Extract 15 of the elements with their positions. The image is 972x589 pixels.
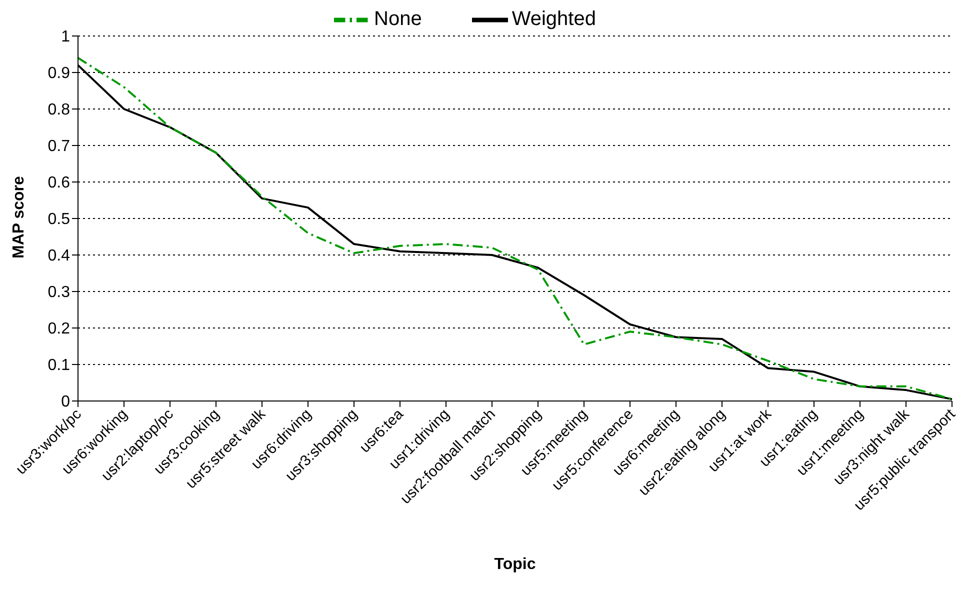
- y-tick-label: 0.9: [48, 65, 70, 82]
- y-tick-label: 0.8: [48, 102, 70, 119]
- x-axis-title: Topic: [494, 556, 536, 573]
- y-tick-label: 0.1: [48, 357, 70, 374]
- y-tick-label: 0.6: [48, 174, 70, 192]
- y-tick-label: 0.4: [48, 248, 70, 265]
- y-tick-label: 0: [61, 394, 70, 411]
- y-axis-title: MAP score: [10, 176, 28, 258]
- y-tick-label: 0.2: [48, 320, 70, 338]
- y-tick-label: 0.7: [48, 138, 70, 156]
- legend-label: Weighted: [512, 8, 596, 30]
- legend-label: None: [374, 8, 422, 30]
- y-tick-label: 1: [61, 28, 70, 46]
- y-tick-label: 0.5: [48, 211, 70, 228]
- y-tick-label: 0.3: [48, 284, 70, 302]
